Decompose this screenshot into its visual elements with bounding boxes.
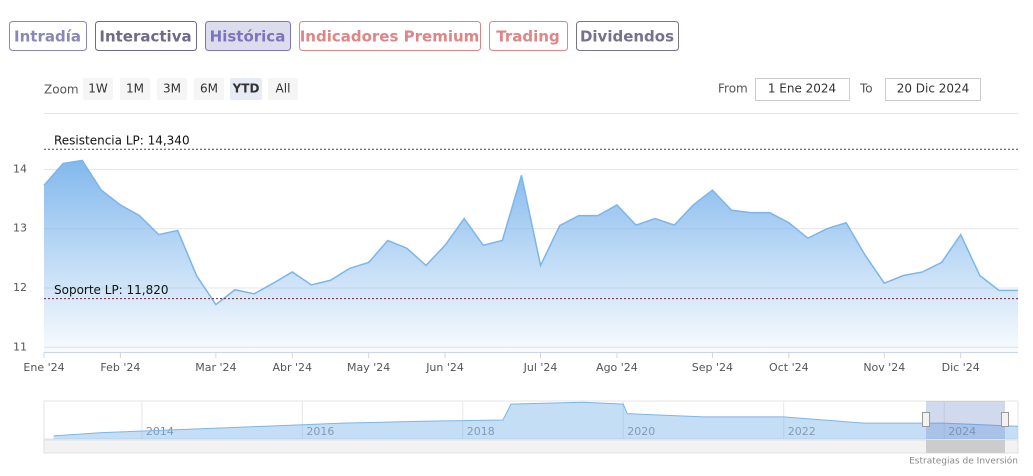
x-tick-label: Oct '24 [769,361,809,374]
price-line [43,159,1018,306]
navigator-tick-label: 2018 [467,425,495,438]
zoom-button[interactable] [120,78,150,100]
to-value[interactable]: 20 Dic 2024 [897,82,970,96]
zoom-button[interactable] [194,78,224,100]
y-tick-label: 14 [13,162,27,175]
from-input[interactable] [755,78,850,101]
zoom-label: Zoom [44,83,79,97]
navigator-tick-label: 2024 [948,425,976,438]
zoom-button-label[interactable]: 1M [126,82,144,96]
navigator-handle[interactable] [922,412,930,427]
navigator-line [53,401,1019,437]
tab-label[interactable]: Histórica [210,28,286,46]
tab-label[interactable]: Interactiva [99,28,191,46]
navigator-handle[interactable] [1001,412,1009,427]
zoom-button-label[interactable]: 3M [163,82,181,96]
tab-label[interactable]: Trading [496,28,559,46]
area-fill [44,160,1018,352]
tab-label[interactable]: Intradía [14,28,81,46]
zoom-button-label[interactable]: All [276,82,291,96]
to-label: To [859,82,873,96]
zoom-button[interactable] [230,78,262,100]
credit: Estrategias de Inversión [909,456,1018,467]
zoom-button[interactable] [83,78,113,100]
x-tick-label: May '24 [347,361,390,374]
tab[interactable] [576,21,679,51]
navigator-area [53,402,1018,439]
level-label: Soporte LP: 11,820 [54,283,169,297]
x-tick-label: Feb '24 [100,361,140,374]
from-value[interactable]: 1 Ene 2024 [768,82,836,96]
tab[interactable] [9,21,87,51]
tab-label[interactable]: Dividendos [580,28,674,46]
y-tick-label: 13 [13,222,27,235]
level-label: Resistencia LP: 14,340 [54,134,190,148]
scrollbar[interactable] [43,439,1019,454]
x-tick-label: Abr '24 [272,361,312,374]
y-tick-label: 11 [13,340,27,353]
navigator-tick-label: 2014 [146,425,174,438]
x-tick-label: Mar '24 [195,361,236,374]
tab[interactable] [95,21,197,51]
navigator-selection[interactable] [926,401,1005,439]
tab-label[interactable]: Indicadores Premium [300,28,480,46]
zoom-button[interactable] [268,78,298,100]
scrollbar-thumb[interactable] [926,440,1005,453]
y-tick-label: 12 [13,281,27,294]
tab[interactable] [299,21,481,51]
navigator-tick-label: 2016 [306,425,334,438]
tab[interactable] [489,21,568,51]
x-tick-label: Ene '24 [23,361,64,374]
zoom-button-label[interactable]: YTD [232,82,260,96]
x-tick-label: Sep '24 [692,361,733,374]
x-tick-label: Ago '24 [596,361,638,374]
x-tick-label: Dic '24 [942,361,980,374]
navigator-tick-label: 2020 [627,425,655,438]
to-input[interactable] [885,78,981,101]
zoom-button-label[interactable]: 6M [200,82,218,96]
navigator-box [43,400,1019,440]
tab[interactable] [205,21,291,51]
x-tick-label: Nov '24 [863,361,905,374]
from-label: From [718,82,748,96]
navigator-tick-label: 2022 [788,425,816,438]
x-tick-label: Jun '24 [425,361,464,374]
zoom-button-label[interactable]: 1W [88,82,108,96]
zoom-button[interactable] [157,78,187,100]
x-tick-label: Jul '24 [523,361,558,374]
